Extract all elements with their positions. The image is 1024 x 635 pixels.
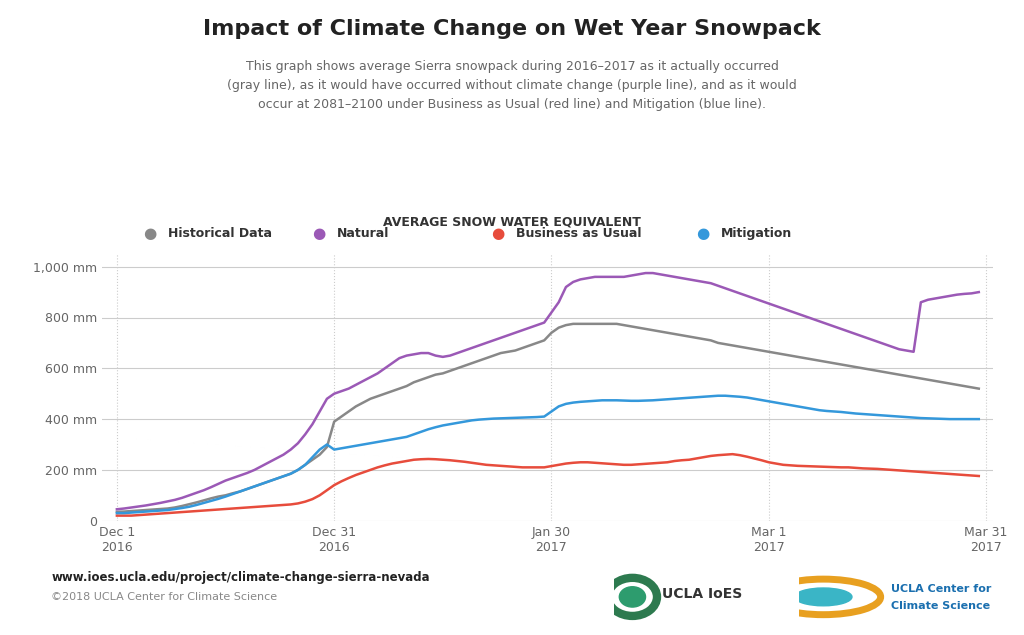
Text: ●: ●	[143, 226, 157, 241]
Text: Natural: Natural	[337, 227, 389, 240]
Text: UCLA Center for: UCLA Center for	[891, 584, 991, 594]
Text: This graph shows average Sierra snowpack during 2016–2017 as it actually occurre: This graph shows average Sierra snowpack…	[227, 60, 797, 111]
Text: ●: ●	[696, 226, 710, 241]
Text: Historical Data: Historical Data	[168, 227, 272, 240]
Text: Mitigation: Mitigation	[721, 227, 793, 240]
Text: ©2018 UCLA Center for Climate Science: ©2018 UCLA Center for Climate Science	[51, 592, 278, 602]
Circle shape	[620, 587, 645, 607]
Text: UCLA IoES: UCLA IoES	[662, 587, 742, 601]
Circle shape	[795, 588, 852, 606]
Text: ●: ●	[492, 226, 505, 241]
Text: Climate Science: Climate Science	[891, 601, 990, 612]
Text: Business as Usual: Business as Usual	[516, 227, 642, 240]
Text: www.ioes.ucla.edu/project/climate-change-sierra-nevada: www.ioes.ucla.edu/project/climate-change…	[51, 572, 430, 584]
Text: ●: ●	[312, 226, 326, 241]
Text: Impact of Climate Change on Wet Year Snowpack: Impact of Climate Change on Wet Year Sno…	[203, 19, 821, 39]
Text: AVERAGE SNOW WATER EQUIVALENT: AVERAGE SNOW WATER EQUIVALENT	[383, 216, 641, 229]
